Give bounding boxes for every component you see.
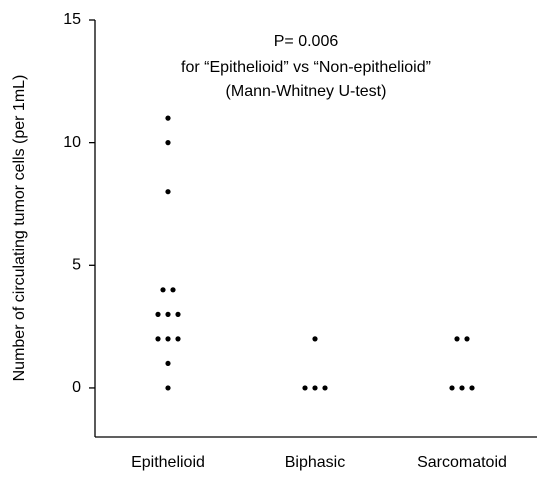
dot [322, 385, 328, 391]
dot [165, 336, 171, 342]
dot [155, 311, 161, 317]
dot [175, 336, 181, 342]
dot [312, 385, 318, 391]
dot [165, 189, 171, 195]
dot [464, 336, 470, 342]
y-tick-label: 15 [63, 11, 81, 28]
annotation: P= 0.006 [274, 33, 339, 50]
x-tick-label: Biphasic [285, 454, 345, 471]
dot [165, 360, 171, 367]
dot [449, 385, 455, 391]
dot [160, 287, 166, 293]
dot [302, 385, 308, 391]
dot [155, 336, 161, 342]
y-tick-label: 5 [72, 257, 81, 274]
dot [165, 115, 171, 121]
dot [165, 140, 171, 146]
dot [454, 336, 460, 342]
x-tick-label: Epithelioid [131, 454, 205, 471]
annotation: for “Epithelioid” vs “Non-epithelioid” [181, 59, 431, 76]
annotation: (Mann-Whitney U-test) [226, 83, 387, 100]
dot [459, 385, 465, 391]
y-axis-label: Number of circulating tumor cells (per 1… [11, 75, 28, 382]
y-tick-label: 0 [72, 379, 81, 396]
x-tick-label: Sarcomatoid [417, 454, 507, 471]
y-tick-label: 10 [63, 134, 81, 151]
dot [175, 311, 181, 317]
dot [165, 311, 171, 317]
dot [170, 287, 176, 293]
dot [469, 385, 475, 391]
dot [165, 385, 171, 391]
dot [312, 336, 318, 342]
